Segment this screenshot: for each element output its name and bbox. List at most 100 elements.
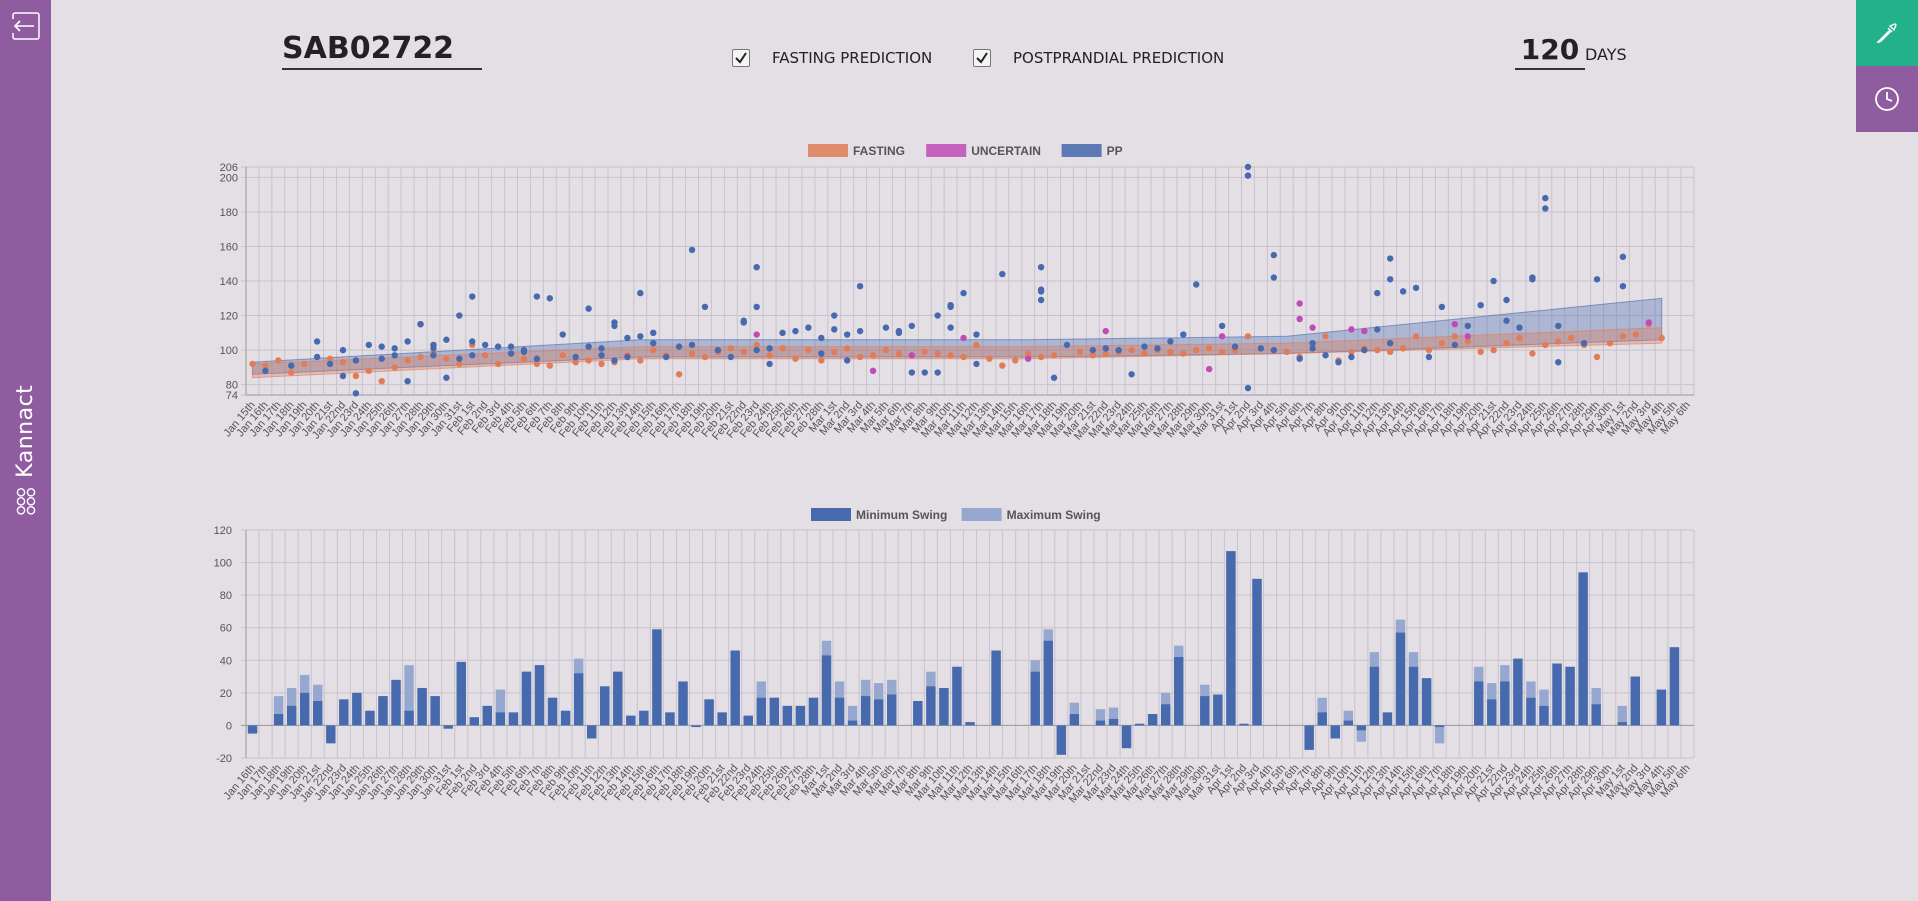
pp-point	[843, 357, 851, 364]
min-swing-bar	[560, 710, 571, 726]
min-swing-bar	[1226, 551, 1236, 726]
fasting-point	[520, 355, 528, 362]
pp-point	[1128, 371, 1135, 378]
pp-point	[339, 346, 347, 354]
uncertain-point	[908, 352, 916, 359]
edit-button[interactable]	[1856, 0, 1918, 66]
fasting-point	[1606, 339, 1614, 347]
uncertain-point	[1464, 333, 1471, 340]
max-swing-bar	[1434, 725, 1445, 744]
min-swing-bar	[521, 671, 532, 726]
fasting-point	[300, 360, 308, 368]
min-swing-bar	[743, 715, 753, 726]
pp-point	[1348, 353, 1355, 361]
y-tick-label: 120	[214, 525, 232, 537]
min-swing-bar	[652, 629, 662, 726]
swing-legend: Minimum Swing Maximum Swing	[811, 508, 1101, 522]
pp-point	[1270, 274, 1278, 281]
pp-point	[1244, 384, 1252, 392]
min-swing-bar	[391, 679, 401, 726]
pp-point	[598, 352, 605, 359]
postprandial-prediction-toggle[interactable]: POSTPRANDIAL PREDICTION	[973, 49, 1224, 67]
pp-point	[1555, 358, 1562, 366]
pp-point	[559, 331, 566, 338]
fasting-point	[365, 367, 373, 375]
y-tick-label: 74	[226, 390, 238, 402]
pp-point	[404, 338, 411, 345]
y-tick-label: 120	[220, 311, 238, 323]
fasting-point	[895, 350, 903, 357]
fasting-prediction-checkbox[interactable]	[732, 49, 750, 67]
days-input[interactable]: 120	[1515, 32, 1585, 70]
min-swing-bar	[247, 725, 258, 734]
fasting-point	[650, 346, 657, 354]
pp-point	[688, 246, 696, 254]
fasting-point	[882, 346, 890, 354]
back-button[interactable]	[10, 10, 42, 42]
min-swing-bar	[991, 650, 1001, 726]
min-swing-bar	[1069, 714, 1080, 726]
pp-point	[585, 343, 592, 350]
pp-point	[1438, 303, 1446, 311]
min-swing-bar	[404, 710, 414, 726]
history-button[interactable]	[1856, 66, 1918, 132]
fasting-point	[986, 355, 993, 362]
max-swing-bar	[273, 696, 284, 726]
max-swing-bar	[404, 665, 414, 726]
pp-point	[947, 324, 954, 331]
fasting-point	[1490, 346, 1497, 354]
uncertain-point	[869, 367, 877, 375]
min-swing-bar	[1147, 714, 1158, 726]
y-tick-label: 180	[220, 207, 238, 219]
pp-point	[624, 334, 631, 342]
pp-point	[494, 343, 502, 350]
fasting-point	[249, 360, 256, 368]
fasting-point	[1244, 333, 1252, 340]
min-swing-bar	[1656, 689, 1667, 726]
min-swing-bar	[300, 692, 310, 726]
uncertain-point	[1309, 324, 1316, 331]
pp-point	[779, 329, 786, 337]
pp-point	[792, 327, 799, 335]
fasting-point	[1012, 357, 1019, 364]
fasting-point	[934, 350, 941, 357]
fasting-point	[1438, 339, 1446, 347]
pp-point	[1516, 324, 1523, 331]
min-swing-bar	[1617, 722, 1627, 726]
pp-point	[675, 343, 683, 350]
max-swing-bar	[1108, 707, 1119, 726]
exit-icon	[11, 12, 40, 40]
glucose-grid	[241, 166, 1695, 396]
pp-point	[313, 338, 321, 345]
pp-point	[1542, 205, 1549, 212]
min-swing-bar	[313, 701, 323, 726]
fasting-prediction-toggle[interactable]: FASTING PREDICTION	[732, 49, 932, 67]
pp-point	[740, 317, 747, 324]
min-swing-bar	[1434, 725, 1445, 728]
y-tick-label: 200	[220, 172, 238, 184]
postprandial-prediction-checkbox[interactable]	[973, 49, 991, 67]
pp-point	[973, 360, 980, 368]
postprandial-prediction-label: POSTPRANDIAL PREDICTION	[1013, 49, 1225, 67]
legend-swatch-fasting	[808, 144, 848, 157]
fasting-point	[598, 360, 605, 368]
min-swing-bar	[326, 725, 336, 744]
fasting-point	[921, 348, 928, 356]
pp-point	[1309, 339, 1316, 347]
pp-point	[1619, 253, 1627, 261]
pp-point	[611, 357, 618, 364]
fasting-point	[456, 360, 463, 368]
min-swing-bar	[1630, 676, 1640, 726]
fasting-point	[262, 362, 269, 369]
pp-point	[1386, 255, 1394, 262]
pp-point	[1619, 282, 1627, 290]
min-swing-bar	[482, 705, 493, 726]
fasting-point	[288, 369, 295, 376]
min-swing-bar	[286, 705, 297, 726]
fasting-point	[1167, 348, 1174, 356]
min-swing-bar	[1421, 678, 1432, 726]
pp-point	[1593, 276, 1601, 283]
pp-point	[947, 303, 954, 311]
min-swing-bar	[926, 686, 936, 726]
min-swing-bar	[782, 705, 793, 726]
